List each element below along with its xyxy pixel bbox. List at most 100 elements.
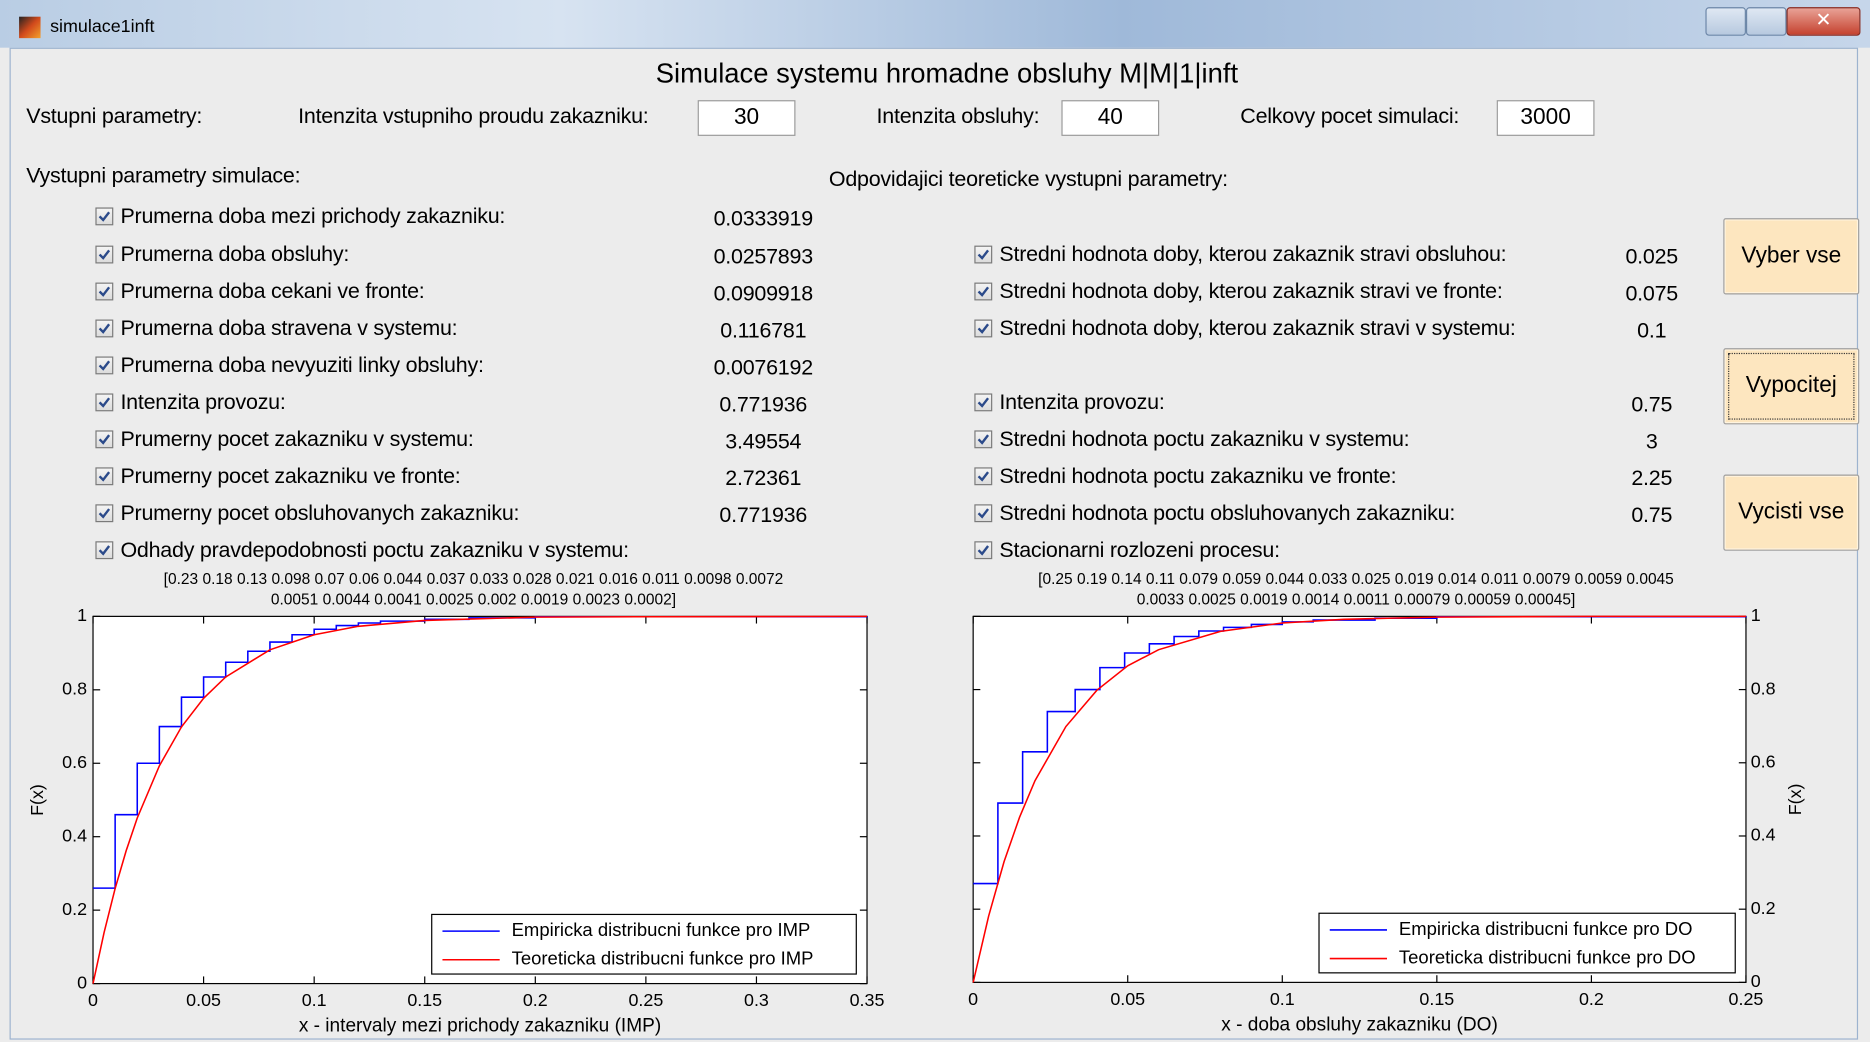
y-tick-label: 0.4 [62,825,87,845]
checkbox[interactable] [95,282,114,301]
theory-value: 0.025 [1625,244,1679,269]
checkbox[interactable] [95,356,114,375]
x-tick-label: 0.05 [186,990,221,1010]
probability-text: [0.23 0.18 0.13 0.098 0.07 0.06 0.044 0.… [163,569,784,588]
title-bar [0,0,1870,48]
maximize-button[interactable] [1745,7,1787,36]
output-label: Odhady pravdepodobnosti poctu zakazniku … [120,537,629,562]
check-mark [977,249,990,260]
checkbox[interactable] [974,430,993,449]
check-mark [977,508,990,519]
minimize-button[interactable] [1705,7,1746,36]
check-mark [98,211,111,222]
section-label: Odpovidajici teoreticke vystupni paramet… [828,166,1228,191]
legend-label: Teoreticka distribucni funkce pro DO [1399,946,1696,967]
input-box[interactable]: 30 [697,100,796,136]
checkbox[interactable] [974,393,993,412]
check-mark [98,286,111,297]
check-mark [98,545,111,556]
app-icon [19,16,41,39]
checkbox[interactable] [95,467,114,486]
output-label: Intenzita provozu: [120,389,286,414]
theory-value: 3 [1645,429,1658,454]
checkbox[interactable] [974,245,993,264]
y-axis-label: F(x) [27,784,47,816]
output-value: 0.0257893 [713,244,814,269]
output-value: 0.771936 [719,392,808,417]
legend-box [1318,912,1736,974]
theory-value: 0.075 [1625,281,1679,306]
check-mark [98,397,111,408]
check-mark [98,508,111,519]
output-label: Prumerny pocet obsluhovanych zakazniku: [120,500,520,525]
x-axis-label: x - doba obsluhy zakazniku (DO) [1221,1014,1498,1035]
y-tick-label: 1 [77,605,87,625]
theory-label: Intenzita provozu: [999,389,1165,414]
data-line [972,615,1746,983]
x-tick-label: 0.15 [1419,989,1454,1009]
output-value: 0.116781 [720,318,807,343]
checkbox[interactable] [974,467,993,486]
x-tick-label: 0.2 [1579,989,1604,1009]
probability-text: 0.0051 0.0044 0.0041 0.0025 0.002 0.0019… [270,590,677,609]
output-value: 0.0076192 [713,355,814,380]
check-mark [98,360,111,371]
section-label: Vstupni parametry: [26,103,203,128]
checkbox[interactable] [95,207,114,226]
x-axis-label: x - intervaly mezi prichody zakazniku (I… [299,1016,661,1037]
theory-label: Stredni hodnota poctu zakazniku v system… [999,426,1410,451]
input-box[interactable]: 40 [1061,100,1160,136]
theory-value: 2.25 [1631,466,1673,491]
check-mark [977,471,990,482]
y-tick-label: 0.6 [62,752,87,772]
button[interactable]: Vycisti vse [1723,474,1860,551]
y-tick-label: 0.8 [1751,678,1776,698]
check-mark [98,249,111,260]
checkbox[interactable] [974,319,993,338]
checkbox[interactable] [974,541,993,560]
checkbox[interactable] [95,245,114,264]
x-tick-label: 0.35 [850,990,885,1010]
output-label: Prumerna doba stravena v systemu: [120,315,458,340]
checkbox[interactable] [95,504,114,523]
x-tick-label: 0.1 [302,990,327,1010]
theory-label: Stredni hodnota doby, kterou zakaznik st… [999,278,1503,303]
window-title: simulace1inft [50,16,155,37]
output-label: Prumerny pocet zakazniku v systemu: [120,426,474,451]
header-title: Simulace systemu hromadne obsluhy M|M|1|… [655,57,1239,89]
input-box[interactable]: 3000 [1496,100,1595,136]
checkbox[interactable] [95,393,114,412]
check-mark [977,286,990,297]
x-tick-label: 0.25 [1729,989,1764,1009]
checkbox[interactable] [974,282,993,301]
checkbox[interactable] [95,430,114,449]
output-label: Prumerna doba obsluhy: [120,242,350,266]
y-tick-label: 0 [77,972,87,992]
x-tick-label: 0.15 [407,990,442,1010]
button[interactable]: Vyber vse [1723,218,1860,295]
data-line [92,615,868,984]
data-line [973,615,1747,885]
probability-text: [0.25 0.19 0.14 0.11 0.079 0.059 0.044 0… [1038,569,1674,588]
checkbox[interactable] [974,504,993,523]
theory-value: 0.1 [1637,318,1667,343]
probability-text: 0.0033 0.0025 0.0019 0.0014 0.0011 0.000… [1136,590,1576,609]
output-value: 0.0333919 [713,206,814,231]
field-label: Celkovy pocet simulaci: [1240,103,1460,128]
output-label: Prumerna doba nevyuziti linky obsluhy: [120,352,484,377]
check-mark [98,434,111,445]
theory-label: Stredni hodnota doby, kterou zakaznik st… [999,242,1507,266]
button[interactable]: Vypocitej [1723,348,1860,425]
checkbox[interactable] [95,541,114,560]
x-tick-label: 0.25 [628,990,663,1010]
output-label: Prumerna doba mezi prichody zakazniku: [120,203,506,228]
x-tick-label: 0 [88,990,98,1010]
checkbox[interactable] [95,319,114,338]
close-button[interactable]: ✕ [1786,7,1861,36]
y-tick-label: 0.4 [1751,825,1776,845]
y-tick-label: 1 [1751,605,1761,625]
y-tick-label: 0 [1751,971,1761,991]
x-tick-label: 0.05 [1110,989,1145,1009]
